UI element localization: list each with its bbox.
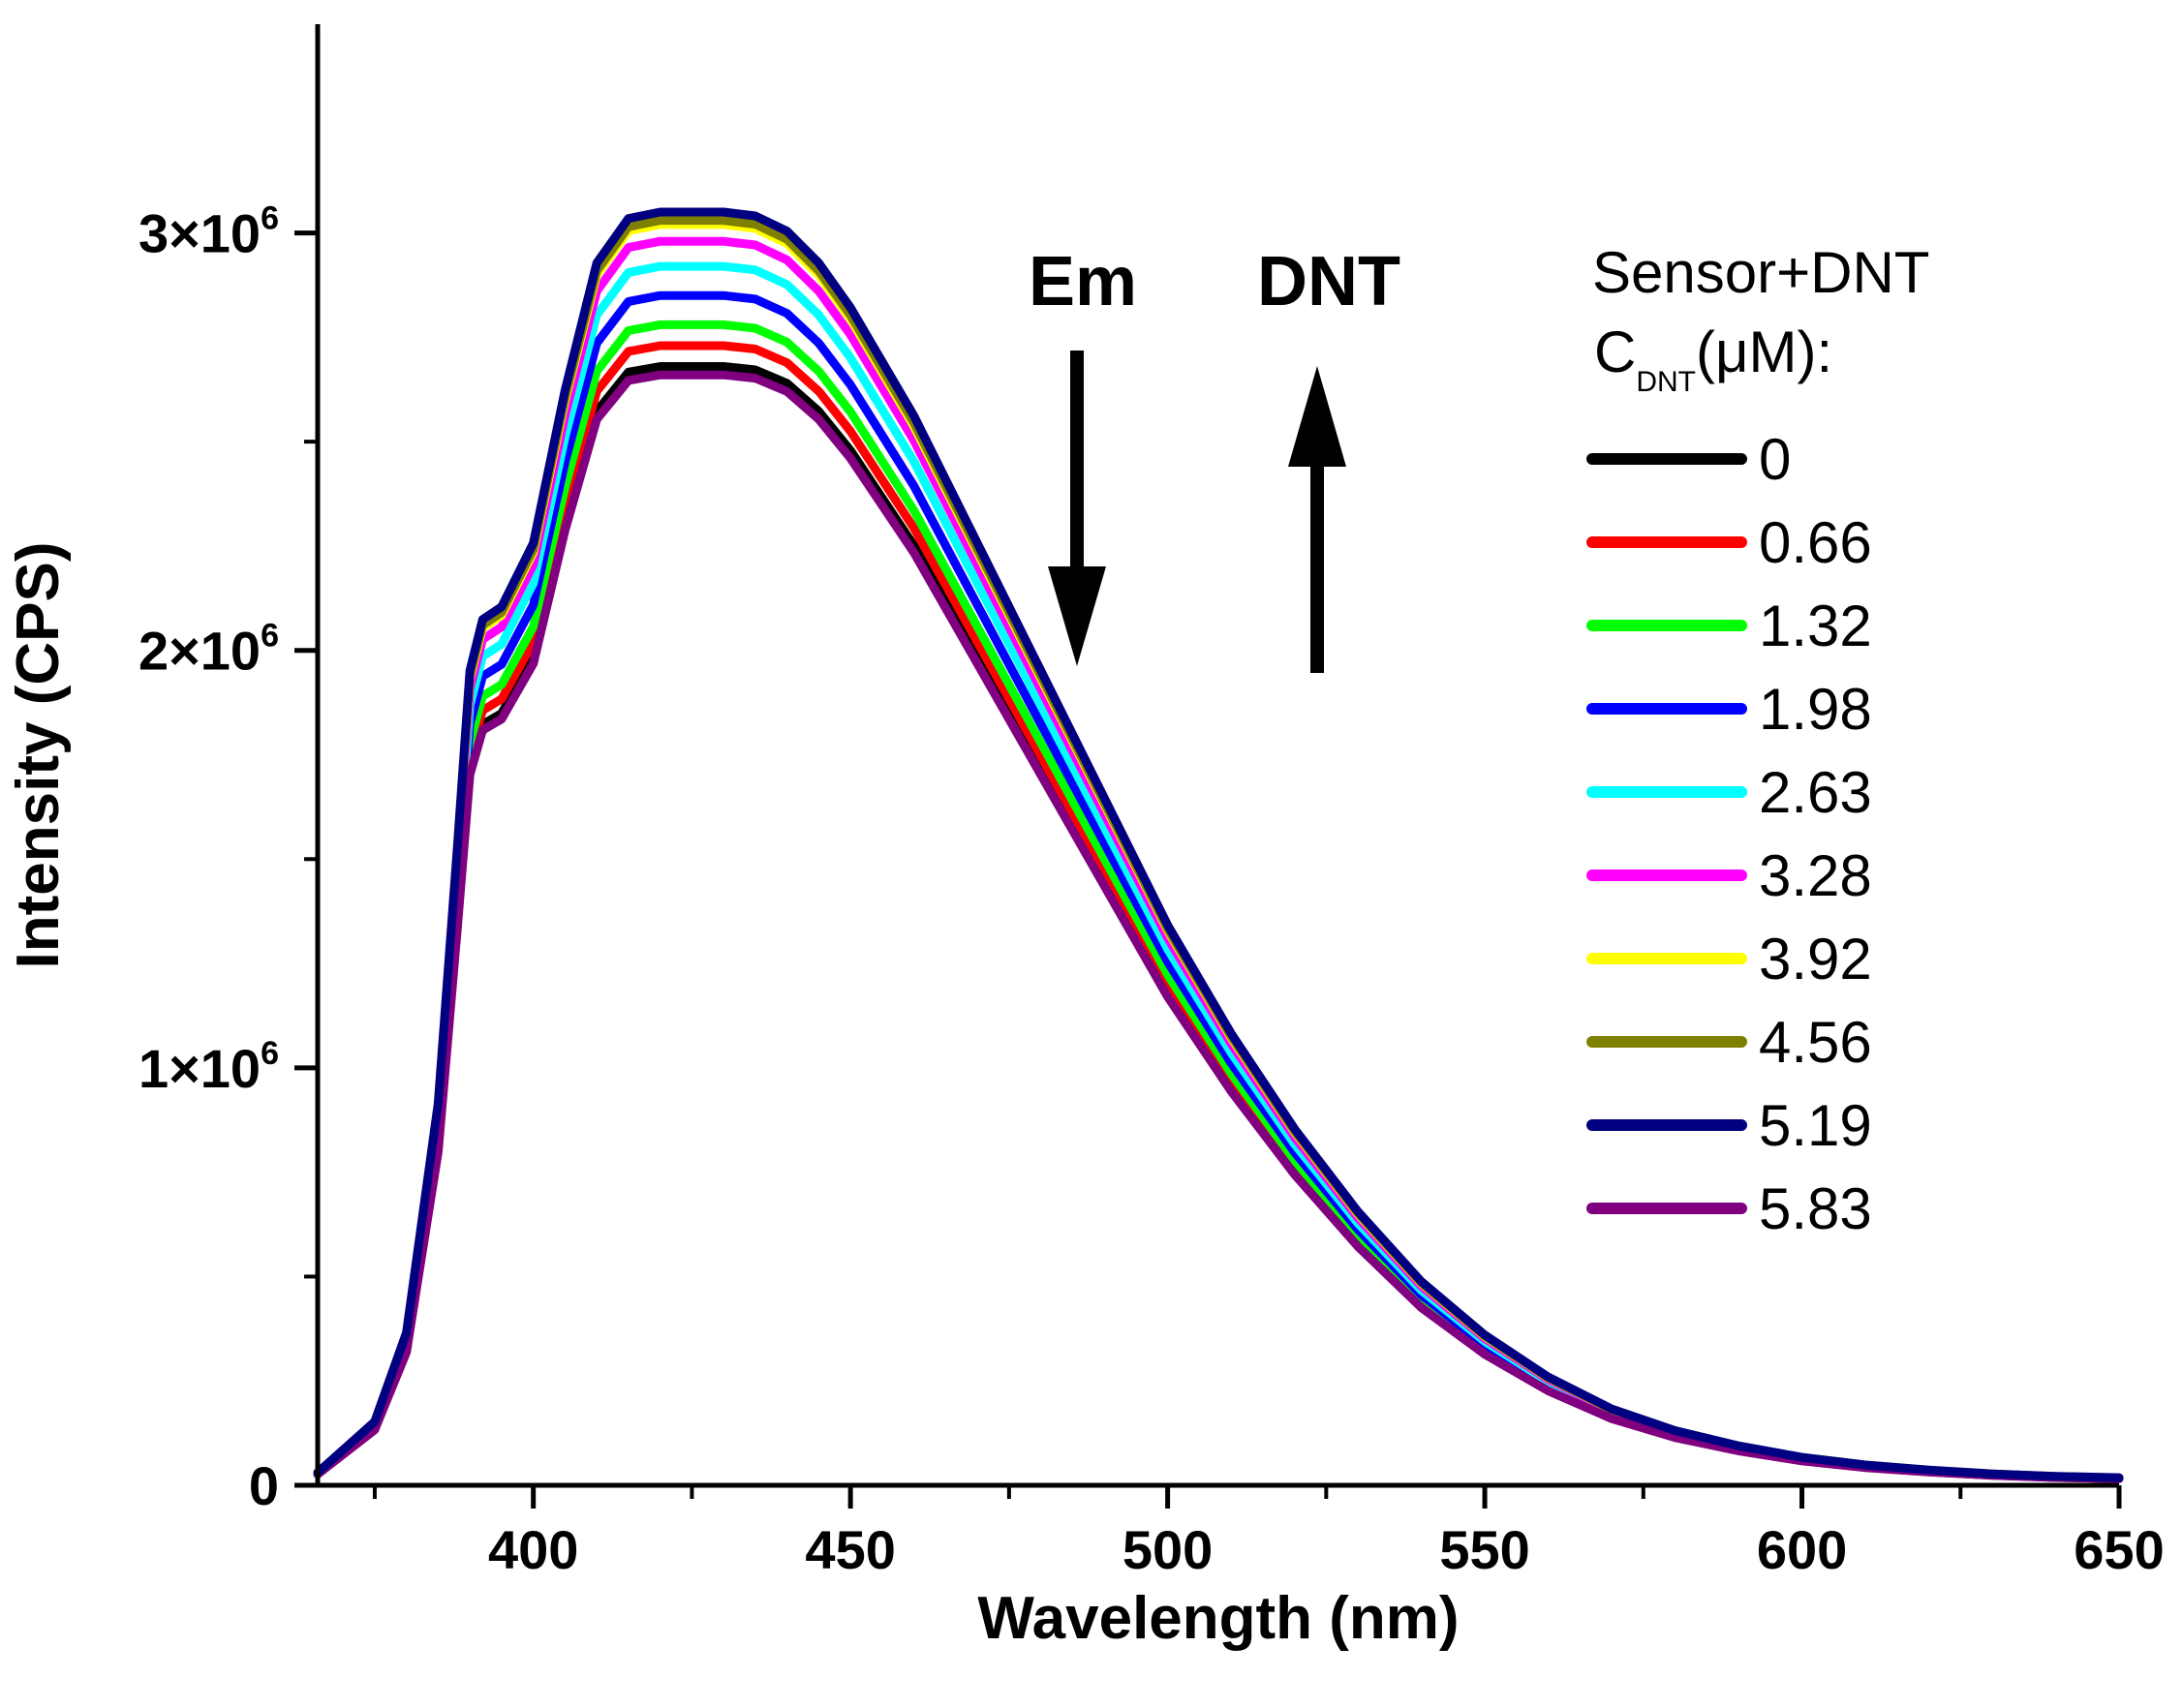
- x-tick-label: 600: [1757, 1519, 1847, 1580]
- legend-title-prefix: C: [1594, 320, 1636, 384]
- legend-title-line1: Sensor+DNT: [1592, 240, 1929, 305]
- x-ticks: 400 450 500 550 600 650: [372, 1485, 2165, 1580]
- x-tick-label: 650: [2074, 1519, 2164, 1580]
- y-tick-label: 3×106: [138, 200, 279, 264]
- legend-label: 2.63: [1759, 760, 1872, 825]
- legend-label: 3.92: [1759, 927, 1872, 991]
- em-arrow-head: [1048, 566, 1106, 666]
- x-tick-label: 550: [1439, 1519, 1529, 1580]
- dnt-label: DNT: [1257, 243, 1400, 320]
- y-tick-exponent: 6: [261, 618, 279, 655]
- dnt-arrow-head: [1288, 366, 1346, 467]
- y-tick-label: 2×106: [138, 618, 279, 682]
- y-axis-label: Intensity (CPS): [5, 542, 72, 969]
- y-tick-mantissa: 2×10: [138, 621, 261, 682]
- y-tick-label: 0: [249, 1455, 279, 1516]
- legend-title-suffix: (μM):: [1696, 320, 1832, 384]
- y-tick-exponent: 6: [261, 200, 279, 237]
- legend-label: 1.98: [1759, 677, 1872, 742]
- legend-label: 0.66: [1759, 510, 1872, 575]
- series-layer: [313, 207, 2124, 1483]
- legend-label: 3.28: [1759, 843, 1872, 908]
- series-line-5-83: [313, 370, 2124, 1483]
- legend-label: 4.56: [1759, 1010, 1872, 1075]
- em-label: Em: [1029, 243, 1137, 320]
- y-tick-exponent: 6: [261, 1035, 279, 1072]
- y-tick-mantissa: 3×10: [138, 203, 261, 264]
- series-line-5-19: [313, 207, 2124, 1482]
- y-tick-label: 1×106: [138, 1035, 279, 1099]
- annotation-dnt: DNT: [1257, 243, 1400, 673]
- legend-label: 1.32: [1759, 594, 1872, 658]
- x-tick-label: 400: [488, 1519, 578, 1580]
- legend: Sensor+DNT CDNT(μM): 0 0.66 1.32 1.98 2.63 3.…: [1586, 240, 1929, 1241]
- annotation-em: Em: [1029, 243, 1137, 666]
- legend-label: 5.83: [1759, 1176, 1872, 1241]
- legend-title-line2: CDNT(μM):: [1594, 320, 1832, 398]
- y-tick-mantissa: 1×10: [138, 1038, 261, 1099]
- legend-label: 0: [1759, 427, 1791, 492]
- x-tick-label: 500: [1122, 1519, 1213, 1580]
- legend-title-sub: DNT: [1636, 366, 1696, 398]
- x-tick-label: 450: [805, 1519, 895, 1580]
- legend-items: 0 0.66 1.32 1.98 2.63 3.28 3.92 4.56 5.19 5.83: [1586, 427, 1872, 1241]
- x-axis-label: Wavelength (nm): [977, 1585, 1459, 1652]
- legend-label: 5.19: [1759, 1093, 1872, 1158]
